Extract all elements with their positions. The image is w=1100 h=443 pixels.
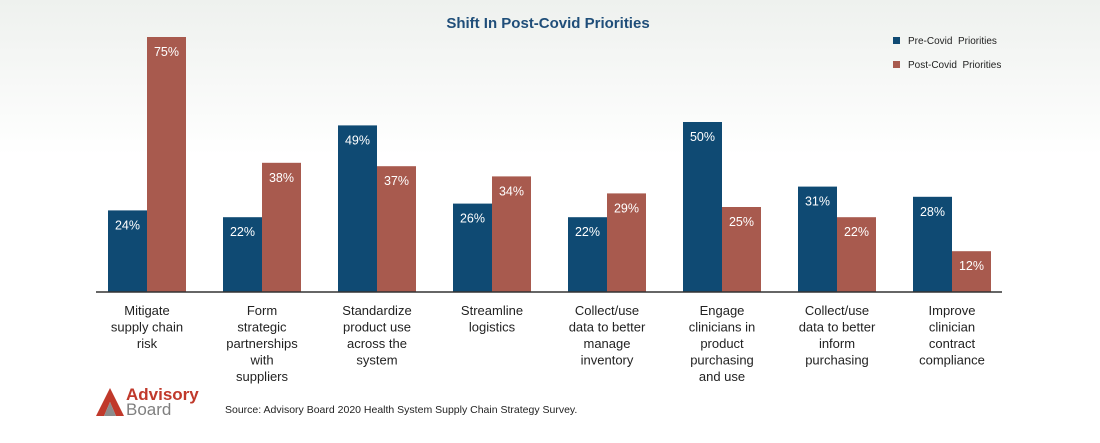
category-label-6: Collect/use data to better inform purchasin… [799, 303, 876, 368]
data-label-post-7: 12% [959, 259, 984, 273]
data-label-pre-7: 28% [920, 205, 945, 219]
category-label-5: Engage clinicians in product purchasing and … [689, 303, 755, 384]
bar-pre-5 [683, 122, 722, 292]
category-label-3: Streamline logistics [461, 303, 523, 335]
legend-swatch-1 [893, 61, 900, 68]
bar-pre-7 [913, 196, 952, 292]
data-label-pre-4: 22% [575, 225, 600, 239]
category-label-4: Collect/use data to better manage inventory [569, 303, 646, 368]
bar-post-1 [262, 162, 301, 292]
category-label-7: Improve clinician contract compliance [919, 303, 985, 368]
legend: Pre-Covid Priorities Post-Covid Prioritie… [893, 36, 1001, 71]
data-label-pre-2: 49% [345, 133, 370, 147]
bar-post-7 [952, 251, 991, 292]
data-label-pre-0: 24% [115, 218, 140, 232]
category-label-1: Form strategic partnerships with suppliers [226, 303, 298, 384]
data-label-post-3: 34% [499, 184, 524, 198]
bars-group: 24% 75% Mitigate supply chain risk 22% 38% Form… [108, 37, 991, 384]
legend-label-1: Post-Covid Priorities [908, 60, 1001, 71]
bar-pre-0 [108, 210, 147, 292]
category-label-0: Mitigate supply chain risk [111, 303, 183, 351]
bar-post-6 [837, 217, 876, 292]
bar-post-3 [492, 176, 531, 292]
data-label-pre-3: 26% [460, 212, 485, 226]
legend-swatch-0 [893, 37, 900, 44]
logo-text-advisory: Advisory [126, 385, 199, 404]
source-note: Source: Advisory Board 2020 Health Syste… [225, 404, 578, 416]
legend-label-0: Pre-Covid Priorities [908, 36, 997, 47]
logo-text-board: Board [126, 400, 172, 419]
advisory-board-logo: Advisory Board [96, 386, 206, 418]
data-label-pre-6: 31% [805, 195, 830, 209]
data-label-post-4: 29% [614, 201, 639, 215]
data-label-post-5: 25% [729, 215, 754, 229]
data-label-post-1: 38% [269, 171, 294, 185]
data-label-post-2: 37% [384, 174, 409, 188]
bar-pre-1 [223, 217, 262, 292]
bar-pre-4 [568, 217, 607, 292]
bar-pre-2 [338, 125, 377, 293]
bar-post-0 [147, 37, 186, 292]
bar-pre-3 [453, 203, 492, 292]
bar-post-5 [722, 207, 761, 292]
category-label-2: Standardize product use across the system [342, 303, 411, 368]
chart-title: Shift In Post-Covid Priorities [446, 15, 649, 32]
data-label-post-0: 75% [154, 45, 179, 59]
data-label-pre-1: 22% [230, 225, 255, 239]
bar-post-4 [607, 193, 646, 292]
data-label-pre-5: 50% [690, 130, 715, 144]
logo-mark-icon [96, 388, 124, 416]
bar-pre-6 [798, 186, 837, 292]
data-label-post-6: 22% [844, 225, 869, 239]
bar-post-2 [377, 166, 416, 292]
